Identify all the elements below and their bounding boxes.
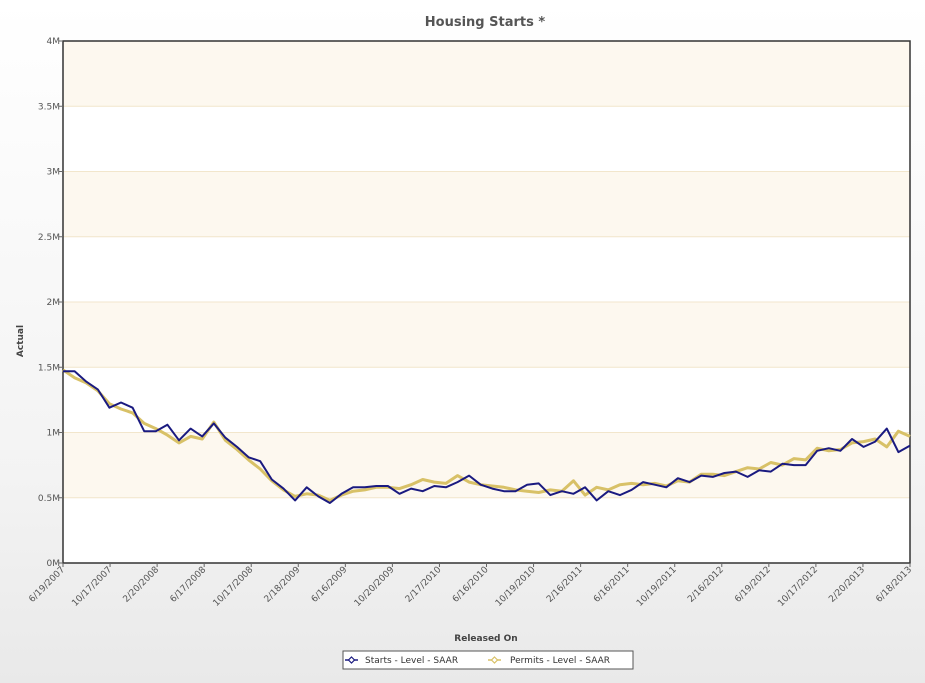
x-tick-label: 6/16/2009 (310, 565, 350, 605)
y-tick-label: 1M (47, 429, 61, 439)
y-tick-label: 0M (47, 559, 61, 569)
x-tick-label: 6/17/2008 (169, 565, 209, 605)
x-tick-label: 2/20/2008 (122, 565, 162, 605)
x-tick-label: 10/17/2008 (212, 565, 256, 609)
x-axis-title: Released On (454, 634, 517, 644)
legend-permits-marker (490, 656, 499, 664)
x-tick-label: 6/19/2007 (27, 565, 67, 605)
y-tick-label: 3.5M (38, 102, 60, 112)
x-tick-label: 6/18/2013 (874, 565, 914, 605)
legend-label-starts: Starts - Level - SAAR (365, 656, 458, 666)
band (63, 171, 910, 237)
x-tick-label: 10/20/2009 (353, 565, 397, 609)
x-tick-label: 6/19/2012 (733, 565, 773, 605)
legend-label-permits: Permits - Level - SAAR (510, 656, 610, 666)
y-tick-label: 0.5M (38, 494, 60, 504)
x-tick-label: 10/17/2012 (776, 565, 820, 609)
band (63, 41, 910, 107)
x-tick-label: 6/16/2010 (451, 565, 491, 605)
x-tick-label: 6/16/2011 (592, 565, 632, 605)
legend: Starts - Level - SAAR Permits - Level - … (342, 650, 634, 670)
series-line-starts (63, 370, 911, 504)
x-tick-label: 10/19/2011 (635, 565, 679, 609)
x-tick-label: 2/18/2009 (263, 565, 303, 605)
x-axis-ticks: 6/19/2007 10/17/2007 2/20/2008 6/17/2008 10/… (27, 563, 914, 609)
x-tick-label: 10/17/2007 (70, 565, 114, 609)
series-line-permits (62, 368, 911, 502)
y-tick-label: 1.5M (38, 363, 60, 373)
y-axis-title: Actual (16, 325, 26, 357)
x-tick-label: 2/17/2010 (404, 565, 444, 605)
y-tick-label: 2.5M (38, 233, 60, 243)
background-bands (63, 41, 910, 563)
series-lines (62, 368, 911, 504)
chart-title: Housing Starts * (425, 15, 546, 30)
band (63, 302, 910, 368)
y-tick-label: 2M (47, 298, 61, 308)
x-tick-label: 2/20/2013 (827, 565, 867, 605)
x-tick-label: 10/19/2010 (494, 565, 538, 609)
y-tick-label: 4M (47, 37, 61, 47)
legend-starts-marker (347, 656, 356, 664)
x-tick-label: 2/16/2012 (686, 565, 726, 605)
y-tick-label: 3M (47, 168, 61, 178)
x-tick-label: 2/16/2011 (545, 565, 585, 605)
y-axis-ticks: 0M 0.5M 1M 1.5M 2M 2.5M 3M 3.5M 4M (38, 37, 63, 569)
